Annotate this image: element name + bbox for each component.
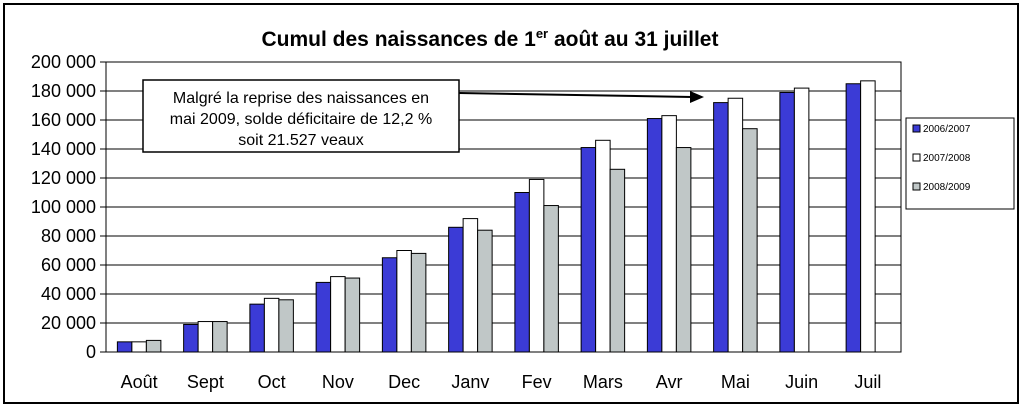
bar bbox=[595, 139, 611, 353]
bar bbox=[727, 97, 744, 353]
bar bbox=[462, 218, 479, 353]
bar bbox=[742, 128, 758, 353]
x-tick-label: Dec bbox=[388, 372, 420, 392]
x-tick-label: Juil bbox=[854, 372, 881, 392]
annotation-box: Malgré la reprise des naissances en mai … bbox=[142, 79, 704, 153]
y-tick-label: 40 000 bbox=[41, 284, 96, 304]
legend-label: 2006/2007 bbox=[923, 124, 971, 135]
bar bbox=[131, 341, 147, 353]
bar bbox=[477, 229, 493, 353]
bar bbox=[278, 299, 294, 353]
legend-label: 2008/2009 bbox=[923, 182, 971, 193]
bar bbox=[543, 205, 559, 353]
bar bbox=[330, 276, 346, 353]
y-axis: 0 20 000 40 000 60 000 80 000 100 000 120 000 1… bbox=[31, 52, 106, 362]
x-tick-label: Sept bbox=[187, 372, 224, 392]
bar bbox=[145, 339, 162, 353]
bar bbox=[528, 178, 545, 353]
bars bbox=[116, 80, 876, 353]
x-tick-label: Mai bbox=[721, 372, 750, 392]
y-tick-label: 180 000 bbox=[31, 81, 96, 101]
bar bbox=[646, 118, 663, 353]
bar bbox=[448, 226, 464, 353]
bar bbox=[183, 323, 199, 353]
bar bbox=[860, 80, 876, 353]
legend: 2006/2007 2007/2008 2008/2009 bbox=[905, 117, 1015, 210]
bar bbox=[197, 321, 214, 353]
bar bbox=[116, 341, 133, 353]
x-tick-label: Nov bbox=[322, 372, 354, 392]
x-tick-label: Fev bbox=[522, 372, 552, 392]
y-tick-label: 140 000 bbox=[31, 139, 96, 159]
x-tick-label: Oct bbox=[258, 372, 286, 392]
y-tick-label: 0 bbox=[86, 342, 96, 362]
annotation-line-3: soit 21.527 veaux bbox=[238, 132, 363, 149]
grid-lines bbox=[106, 90, 901, 324]
x-axis: Août Sept Oct Nov Dec Janv Fev Mars Avr Mai Juin Ju… bbox=[121, 372, 882, 392]
x-tick-label: Janv bbox=[451, 372, 489, 392]
bar bbox=[779, 91, 795, 353]
bar bbox=[396, 250, 412, 353]
y-tick-label: 120 000 bbox=[31, 168, 96, 188]
bar bbox=[315, 281, 332, 353]
legend-swatch bbox=[912, 153, 921, 162]
bar bbox=[344, 277, 361, 353]
legend-swatch bbox=[912, 124, 921, 133]
annotation-line-2: mai 2009, solde déficitaire de 12,2 % bbox=[170, 111, 432, 128]
bar bbox=[410, 252, 427, 353]
bar bbox=[212, 321, 228, 353]
annotation-arrow bbox=[458, 92, 693, 98]
annotation-frame bbox=[142, 79, 460, 153]
x-tick-label: Août bbox=[121, 372, 158, 392]
bar bbox=[580, 147, 597, 353]
y-tick-label: 20 000 bbox=[41, 313, 96, 333]
x-tick-label: Mars bbox=[583, 372, 623, 392]
bar bbox=[713, 102, 729, 353]
annotation-arrowhead bbox=[690, 91, 704, 103]
y-tick-label: 80 000 bbox=[41, 226, 96, 246]
legend-box bbox=[905, 117, 1015, 210]
x-tick-label: Juin bbox=[785, 372, 818, 392]
legend-swatch bbox=[912, 182, 921, 191]
bar bbox=[661, 115, 677, 353]
annotation-line-1: Malgré la reprise des naissances en bbox=[173, 90, 429, 107]
bar bbox=[514, 192, 530, 353]
legend-label: 2007/2008 bbox=[923, 153, 971, 164]
bar bbox=[675, 147, 692, 353]
y-tick-label: 160 000 bbox=[31, 110, 96, 130]
bar bbox=[381, 257, 398, 353]
x-tick-label: Avr bbox=[656, 372, 683, 392]
y-tick-label: 100 000 bbox=[31, 197, 96, 217]
bar bbox=[845, 83, 862, 353]
bar bbox=[609, 168, 626, 353]
bar bbox=[263, 297, 280, 353]
y-tick-label: 60 000 bbox=[41, 255, 96, 275]
chart-title: Cumul des naissances de 1er août au 31 j… bbox=[262, 26, 719, 51]
bar bbox=[793, 87, 810, 353]
bar bbox=[249, 303, 265, 353]
y-tick-label: 200 000 bbox=[31, 52, 96, 72]
